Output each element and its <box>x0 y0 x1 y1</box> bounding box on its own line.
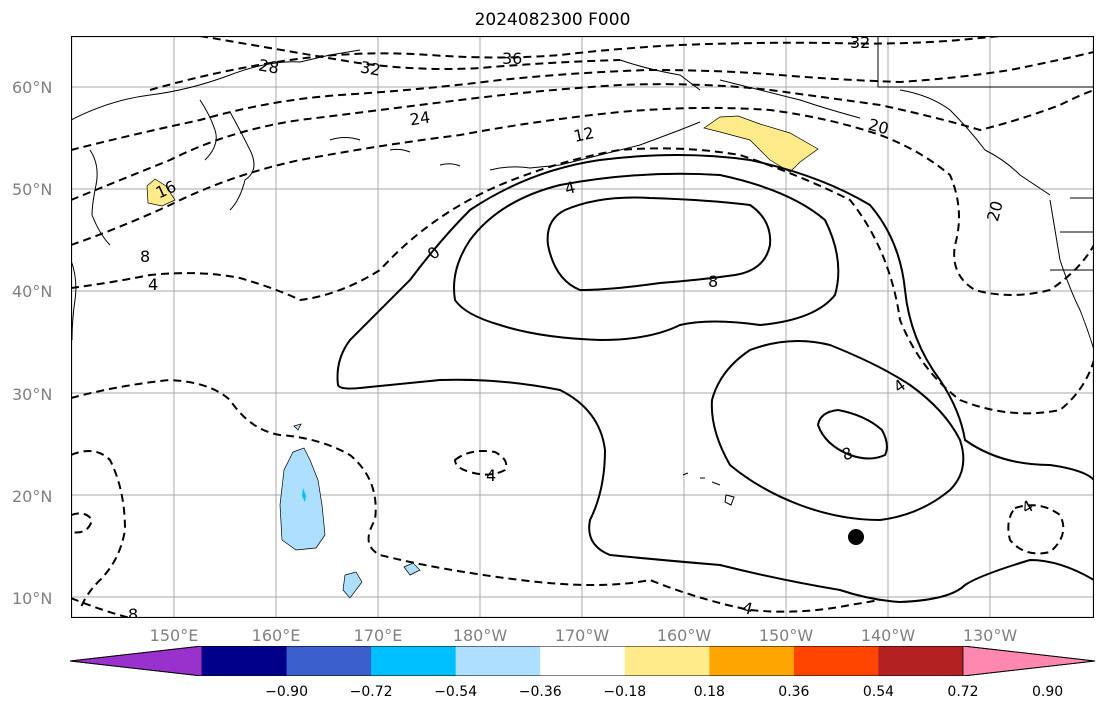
blue-anomaly-small-2 <box>403 562 421 576</box>
contour-label-28: 28 <box>257 55 280 77</box>
contour-label-8d: 8 <box>128 605 138 618</box>
colorbar-tick-label: −0.18 <box>603 684 647 700</box>
colorbar-tick-label: −0.54 <box>434 684 478 700</box>
colorbar-tick-label: −0.72 <box>349 684 393 700</box>
contour-label-8b: 8 <box>708 272 718 291</box>
lon-label-170e: 170°E <box>353 626 403 645</box>
lat-label-10n: 10°N <box>12 589 53 608</box>
lat-label-60n: 60°N <box>12 78 53 97</box>
lon-label-160e: 160°E <box>251 626 301 645</box>
lon-label-140w: 140°W <box>860 626 916 645</box>
contour-label-group: 28 32 36 32 24 12 20 16 8 4 0 4 8 4 8 20… <box>128 36 1037 618</box>
contour-8 <box>546 196 772 292</box>
shaded-regions <box>146 115 819 599</box>
blue-anomaly-small-1 <box>342 571 363 599</box>
colorbar-tick-label: 0.54 <box>862 684 895 700</box>
lon-label-180w: 180°W <box>452 626 508 645</box>
blue-anomaly-main <box>279 447 326 551</box>
lat-label-40n: 40°N <box>12 282 53 301</box>
colorbar-tick-label: 0.72 <box>947 684 979 700</box>
contour-label-32b: 32 <box>850 36 870 52</box>
contour-label-8a: 8 <box>140 247 150 266</box>
lon-label-170w: 170°W <box>554 626 610 645</box>
contour-label-24: 24 <box>409 108 432 130</box>
blue-anomaly-core <box>302 488 306 502</box>
lon-label-150w: 150°W <box>758 626 814 645</box>
map-title: 2024082300 F000 <box>474 10 631 30</box>
lat-label-50n: 50°N <box>12 180 53 199</box>
contour-label-4b: 4 <box>563 178 578 199</box>
colorbar-segment <box>793 646 879 676</box>
colorbar-outline <box>70 646 1096 676</box>
contour-8b <box>816 408 888 460</box>
colorbar-tick-label: 0.18 <box>693 684 725 700</box>
contour-label-32a: 32 <box>359 57 382 79</box>
colorbar-segment <box>624 646 710 676</box>
colorbar-segment <box>286 646 372 676</box>
contour-label-4d: 4 <box>486 466 496 485</box>
colorbar-segment <box>455 646 541 676</box>
yellow-anomaly-alaska <box>703 115 819 173</box>
colorbar-segment <box>878 646 964 676</box>
contour-4 <box>453 172 840 342</box>
colorbar-tick-label: −0.36 <box>518 684 562 700</box>
contour-4b <box>710 340 965 522</box>
colorbar-extend-low <box>70 646 203 676</box>
lon-label-160w: 160°W <box>656 626 712 645</box>
colorbar-tick-label: −0.90 <box>265 684 308 700</box>
lon-label-130w: 130°W <box>962 626 1018 645</box>
contour-label-4a: 4 <box>148 275 158 294</box>
colorbar <box>70 646 1096 676</box>
map-panel: 28 32 36 32 24 12 20 16 8 4 0 4 8 4 8 20… <box>71 36 1094 618</box>
negative-contours <box>71 36 1094 618</box>
hawaiian-islands <box>682 472 735 506</box>
storm-location-marker <box>848 529 864 545</box>
lon-label-150e: 150°E <box>149 626 199 645</box>
coastlines <box>71 36 1094 351</box>
colorbar-tick-label: 0.90 <box>1031 684 1064 700</box>
blue-anomaly-small-3 <box>293 423 302 431</box>
contour-label-12: 12 <box>572 123 596 146</box>
colorbar-segment <box>709 646 795 676</box>
graticule <box>71 36 1094 618</box>
colorbar-segment <box>371 646 457 676</box>
colorbar-extend-high <box>962 646 1096 676</box>
lat-label-20n: 20°N <box>12 487 53 506</box>
contour-label-36: 36 <box>502 49 522 68</box>
colorbar-tick-label: 0.36 <box>778 684 810 700</box>
colorbar-segments <box>70 646 1096 676</box>
yellow-anomaly-kamchatka <box>146 178 176 207</box>
lat-label-30n: 30°N <box>12 385 53 404</box>
contour-label-4f: 4 <box>740 598 755 618</box>
contour-label-20a: 20 <box>866 115 891 139</box>
colorbar-segment <box>540 646 626 676</box>
contour-label-20b: 20 <box>983 199 1007 224</box>
colorbar-segment <box>202 646 288 676</box>
